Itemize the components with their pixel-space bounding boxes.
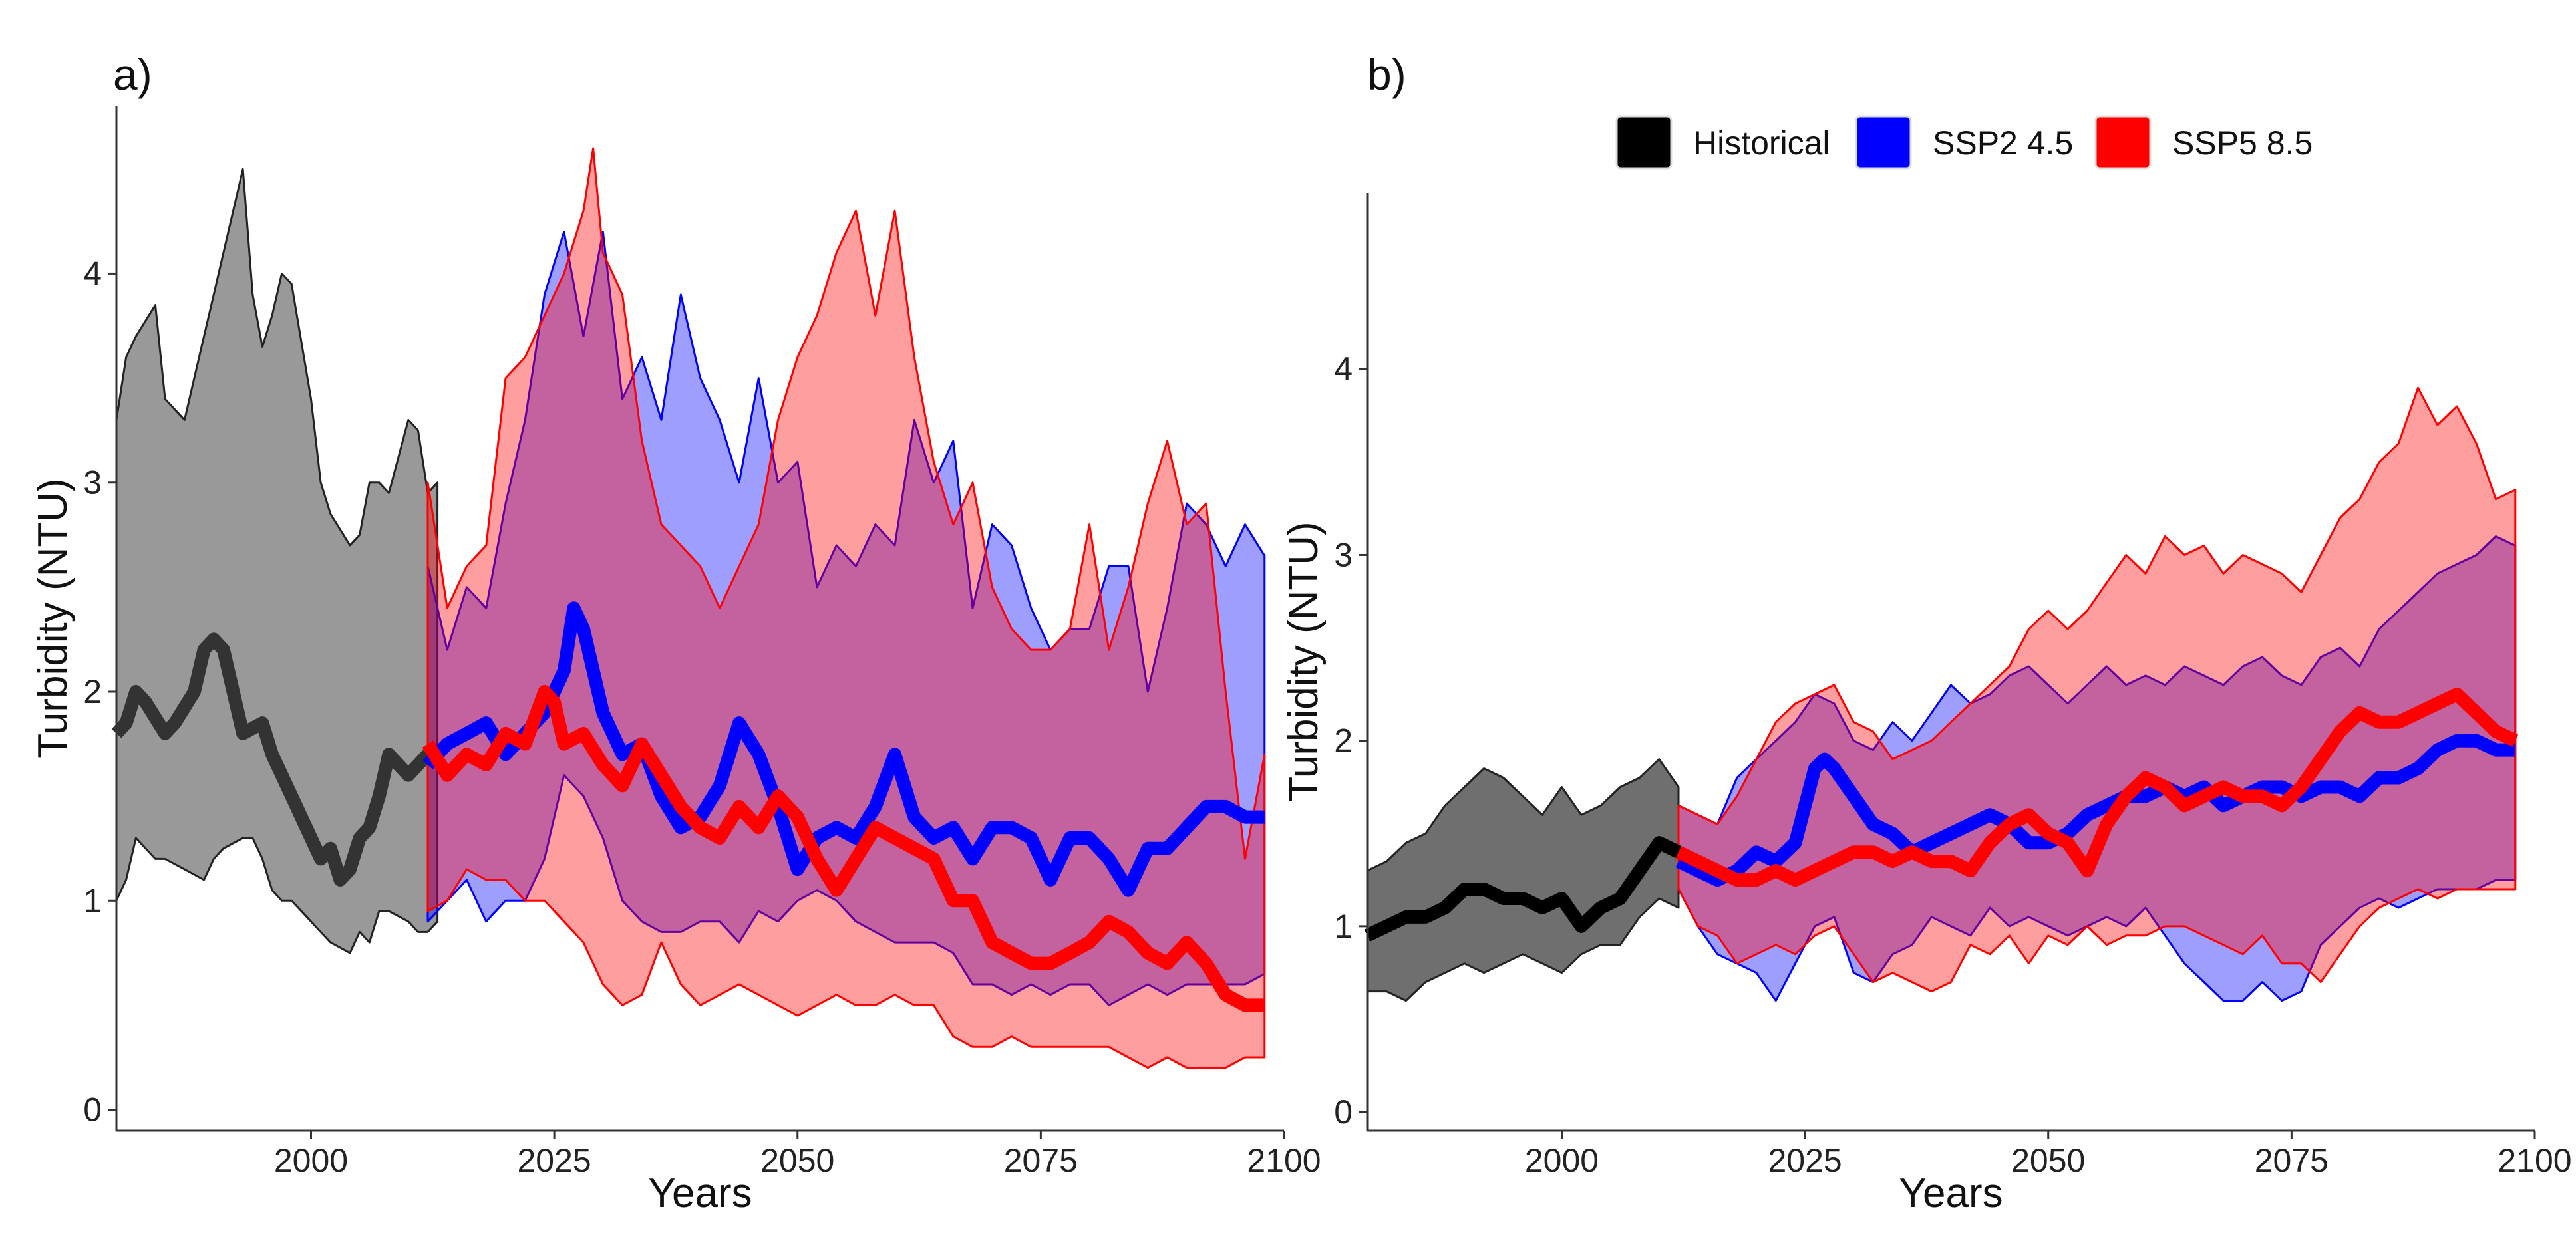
y-tick-label: 0 <box>83 1091 102 1129</box>
x-tick-label: 2075 <box>2255 1142 2329 1179</box>
y-tick-label: 2 <box>83 673 102 710</box>
legend-label-ssp5-8-5: SSP5 8.5 <box>2172 124 2313 162</box>
ssp5-8-5-range-band <box>426 147 1266 1069</box>
x-tick-label: 2000 <box>274 1142 348 1179</box>
historical-range-band <box>1366 758 1680 1002</box>
legend-label-ssp2-4-5: SSP2 4.5 <box>1933 124 2073 162</box>
x-axis-title: Years <box>648 1170 752 1216</box>
x-tick-label: 2050 <box>2011 1142 2085 1179</box>
legend-label-historical: Historical <box>1693 124 1830 162</box>
x-tick-label: 2025 <box>1768 1142 1842 1179</box>
y-tick-label: 3 <box>1334 536 1353 573</box>
historical-mean-line <box>1364 836 1682 942</box>
ssp5-8-5-range-band <box>1677 386 2517 993</box>
legend-swatch-ssp2-4-5 <box>1855 115 1912 170</box>
y-tick-label: 0 <box>1334 1093 1353 1131</box>
ssp2-4-5-mean-line <box>1675 734 2515 887</box>
panel-b: b) 0 1 2 3 4 2000 2025 2050 2075 2100 Years Turbidit… <box>1281 50 2572 1216</box>
historical-range-band <box>115 168 439 954</box>
panel-label: a) <box>113 50 152 99</box>
y-tick-label: 1 <box>83 882 102 919</box>
y-tick-label: 2 <box>1334 722 1353 759</box>
y-tick-label: 4 <box>1334 350 1353 388</box>
panel-label: b) <box>1367 50 1406 99</box>
x-tick-label: 2100 <box>1247 1142 1321 1179</box>
ssp5-8-5-mean-line <box>422 685 1265 1012</box>
legend-swatch-ssp5-8-5 <box>2094 115 2152 170</box>
y-axis-title: Turbidity (NTU) <box>30 478 76 758</box>
legend-swatch-historical <box>1615 115 1673 170</box>
y-axis-title: Turbidity (NTU) <box>1281 521 1327 801</box>
x-tick-label: 2025 <box>518 1142 591 1179</box>
ssp5-8-5-mean-line <box>1675 687 2519 887</box>
ssp2-4-5-mean-line <box>422 601 1265 897</box>
x-tick-label: 2075 <box>1004 1142 1078 1179</box>
y-tick-label: 1 <box>1334 908 1353 945</box>
y-tick-label: 3 <box>83 464 102 501</box>
x-tick-label: 2050 <box>760 1142 834 1179</box>
x-tick-label: 2100 <box>2497 1142 2571 1179</box>
historical-mean-line <box>111 632 433 887</box>
x-axis-title: Years <box>1899 1170 2003 1216</box>
x-tick-label: 2000 <box>1525 1142 1599 1179</box>
legend: Historical SSP2 4.5 SSP5 8.5 <box>1615 115 2313 170</box>
y-tick-label: 4 <box>83 255 102 292</box>
panel-a: a) 0 1 2 3 4 2000 2025 2050 2075 2100 Years Turbidit… <box>30 50 1321 1216</box>
